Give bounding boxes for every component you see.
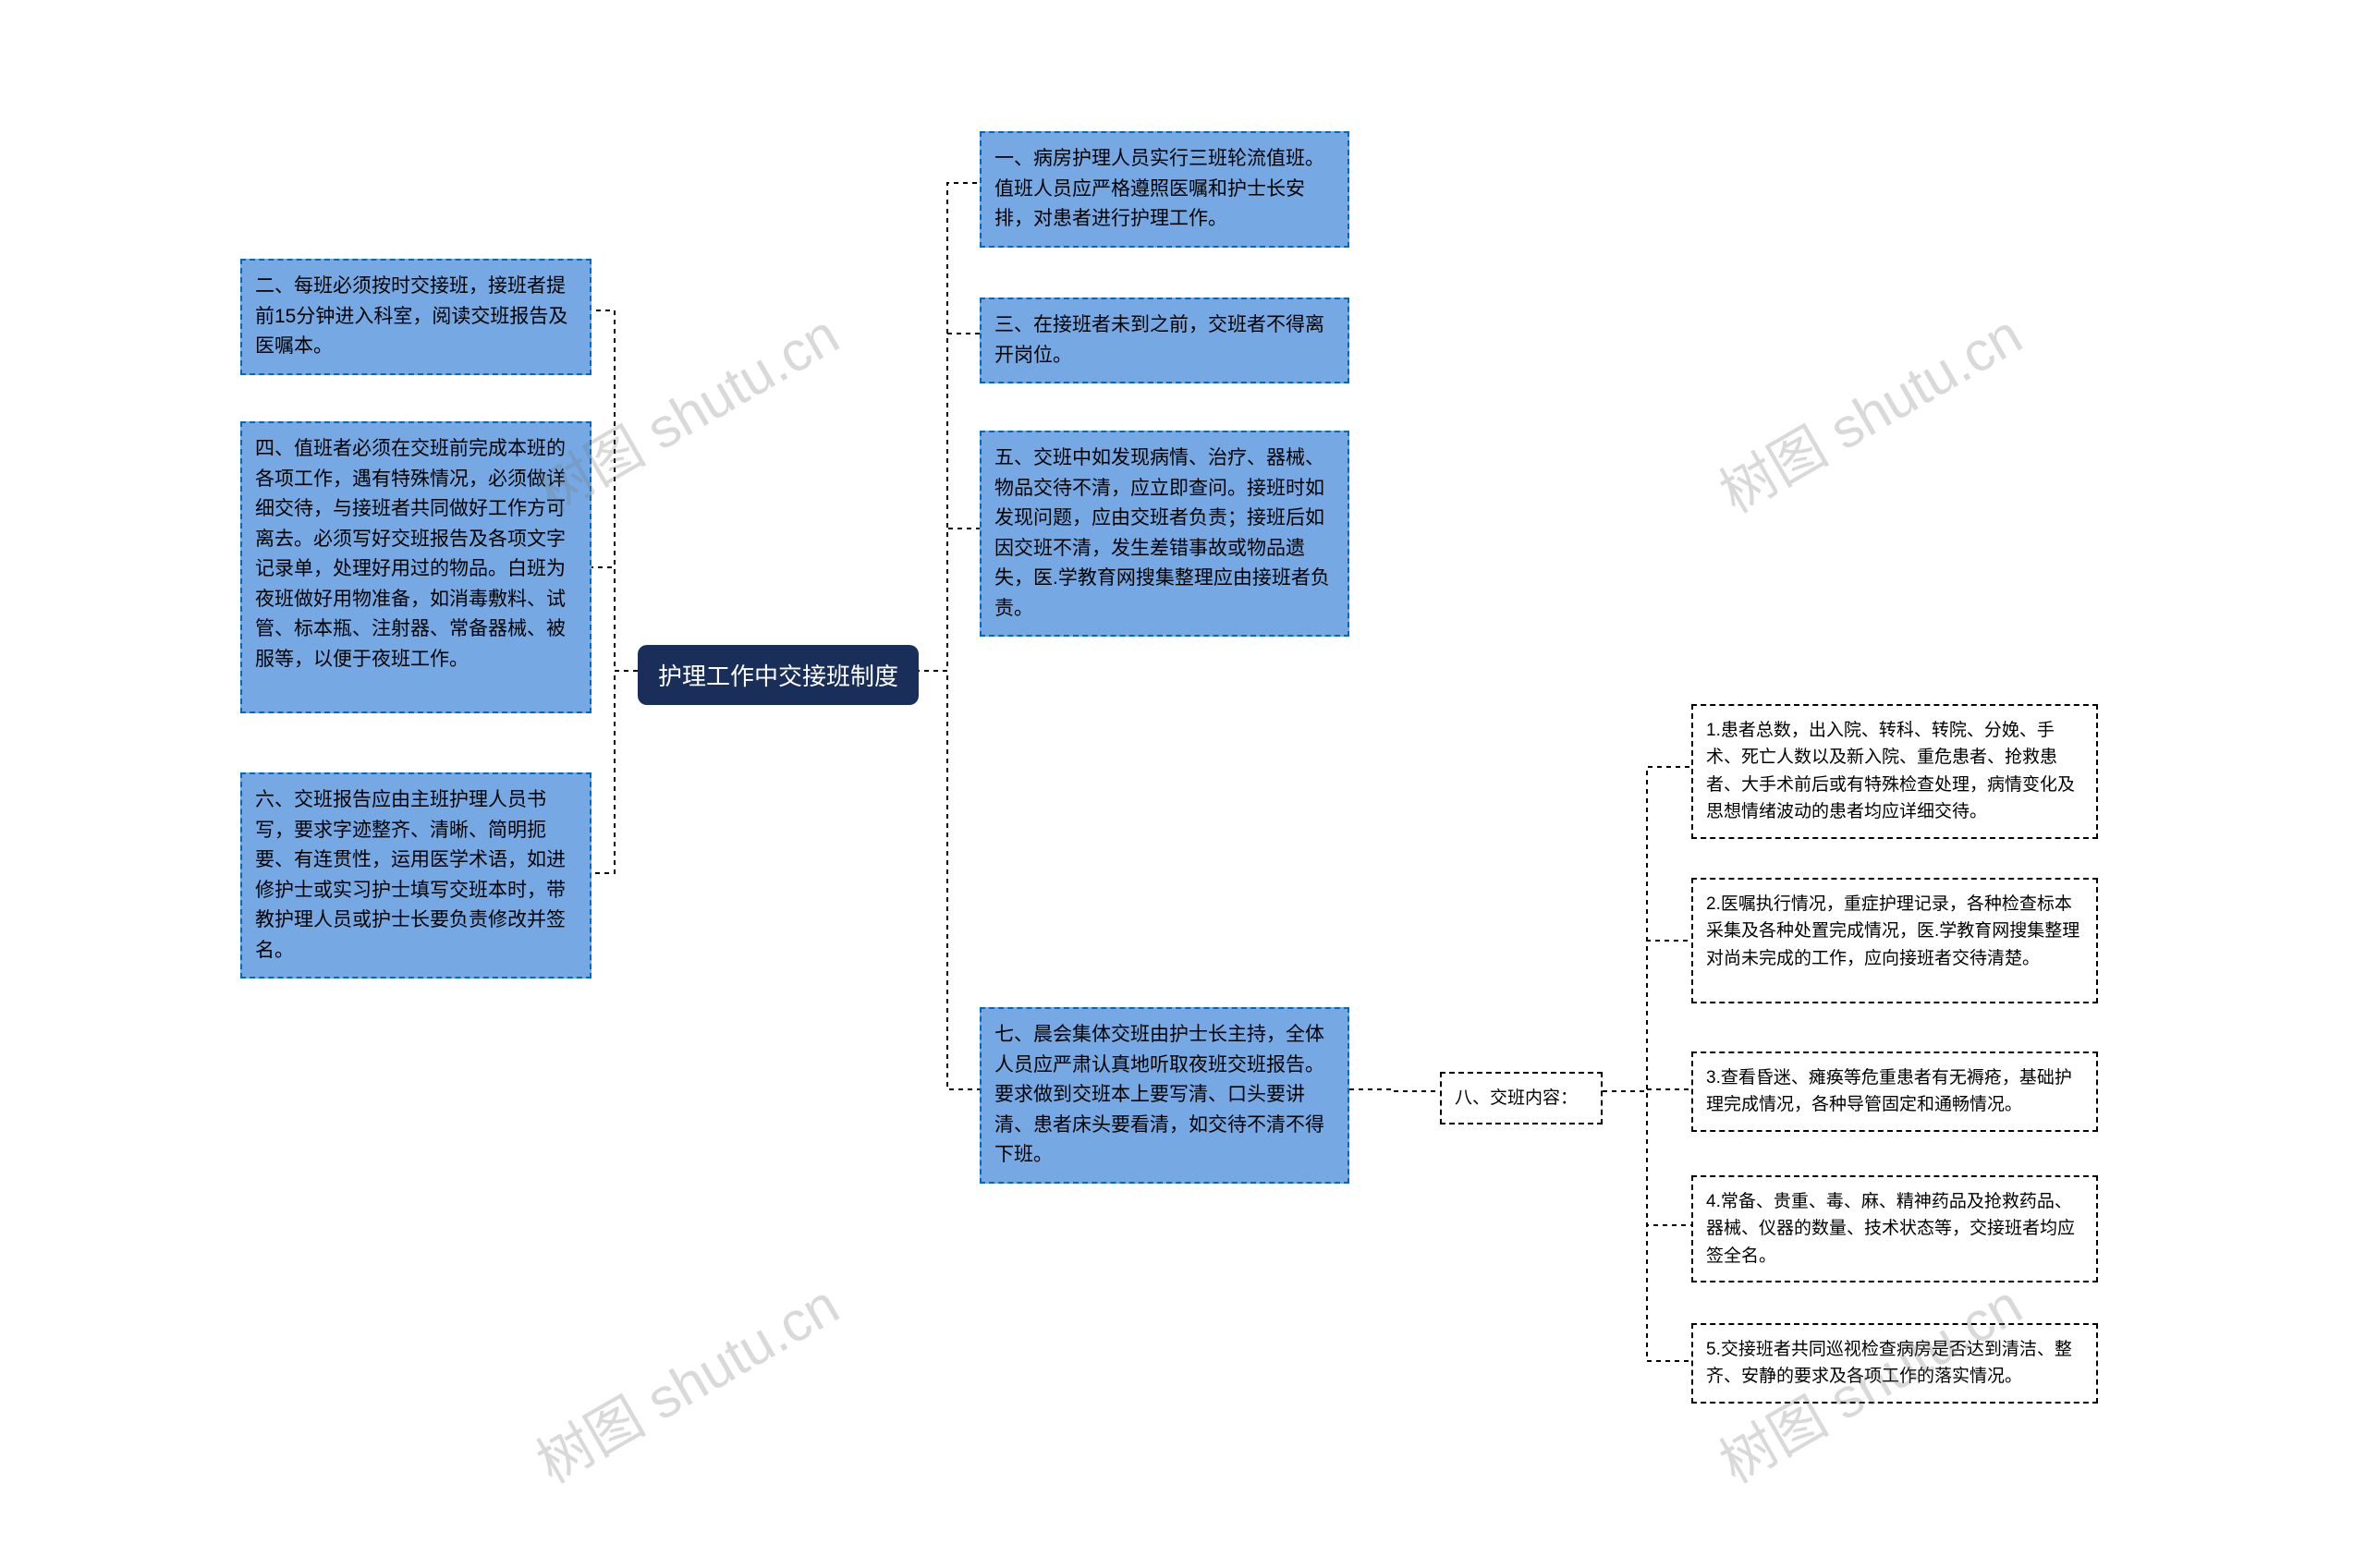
node-item-8-sub-5: 5.交接班者共同巡视检查病房是否达到清洁、整齐、安静的要求及各项工作的落实情况。 xyxy=(1691,1323,2098,1404)
watermark: 树图 shutu.cn xyxy=(1703,291,2034,529)
root-node: 护理工作中交接班制度 xyxy=(638,645,919,705)
node-item-8-sub-4: 4.常备、贵重、毒、麻、精神药品及抢救药品、器械、仪器的数量、技术状态等，交接班… xyxy=(1691,1175,2098,1282)
node-item-4: 四、值班者必须在交班前完成本班的各项工作，遇有特殊情况，必须做详细交待，与接班者… xyxy=(240,421,592,713)
watermark: 树图 shutu.cn xyxy=(520,1261,851,1499)
node-item-3: 三、在接班者未到之前，交班者不得离开岗位。 xyxy=(980,298,1349,383)
node-item-8-label: 八、交班内容： xyxy=(1440,1072,1603,1124)
node-item-8-sub-3: 3.查看昏迷、瘫痪等危重患者有无褥疮，基础护理完成情况，各种导管固定和通畅情况。 xyxy=(1691,1051,2098,1132)
node-item-5: 五、交班中如发现病情、治疗、器械、物品交待不清，应立即查问。接班时如发现问题，应… xyxy=(980,431,1349,637)
node-item-7: 七、晨会集体交班由护士长主持，全体人员应严肃认真地听取夜班交班报告。要求做到交班… xyxy=(980,1007,1349,1184)
node-item-6: 六、交班报告应由主班护理人员书写，要求字迹整齐、清晰、简明扼要、有连贯性，运用医… xyxy=(240,772,592,978)
node-item-2: 二、每班必须按时交接班，接班者提前15分钟进入科室，阅读交班报告及医嘱本。 xyxy=(240,259,592,375)
node-item-8-sub-1: 1.患者总数，出入院、转科、转院、分娩、手术、死亡人数以及新入院、重危患者、抢救… xyxy=(1691,704,2098,839)
node-item-1: 一、病房护理人员实行三班轮流值班。值班人员应严格遵照医嘱和护士长安排，对患者进行… xyxy=(980,131,1349,248)
node-item-8-sub-2: 2.医嘱执行情况，重症护理记录，各种检查标本采集及各种处置完成情况，医.学教育网… xyxy=(1691,878,2098,1003)
